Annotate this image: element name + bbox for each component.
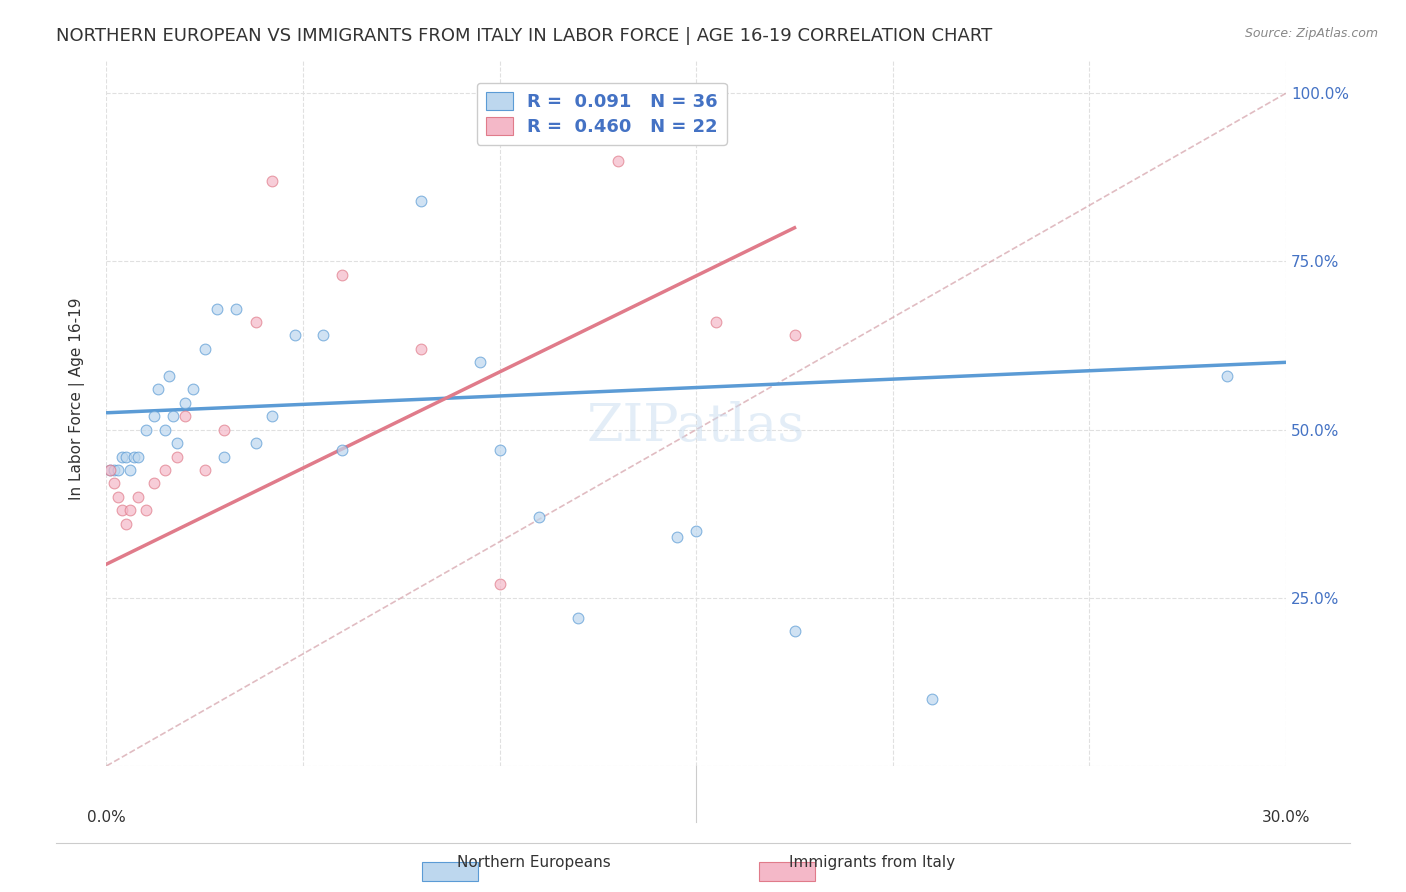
Point — [332, 442, 354, 457]
Point — [115, 450, 138, 464]
Point — [103, 463, 125, 477]
Point — [488, 577, 510, 591]
Point — [921, 691, 943, 706]
Point — [174, 395, 197, 409]
Point — [100, 463, 122, 477]
Point — [155, 463, 177, 477]
Text: Northern Europeans: Northern Europeans — [457, 855, 612, 870]
Point — [214, 450, 236, 464]
Point — [146, 382, 169, 396]
Point — [120, 463, 142, 477]
Point — [332, 268, 354, 282]
Point — [194, 342, 217, 356]
Point — [214, 423, 236, 437]
Point — [111, 503, 134, 517]
Point — [166, 436, 188, 450]
Text: Immigrants from Italy: Immigrants from Italy — [789, 855, 955, 870]
Point — [120, 503, 142, 517]
Point — [704, 315, 727, 329]
Point — [157, 368, 180, 383]
Legend: R =  0.091   N = 36, R =  0.460   N = 22: R = 0.091 N = 36, R = 0.460 N = 22 — [477, 83, 727, 145]
Point — [135, 423, 157, 437]
Point — [245, 315, 267, 329]
Point — [115, 516, 138, 531]
Point — [606, 153, 628, 168]
Point — [111, 450, 134, 464]
Point — [194, 463, 217, 477]
Text: NORTHERN EUROPEAN VS IMMIGRANTS FROM ITALY IN LABOR FORCE | AGE 16-19 CORRELATIO: NORTHERN EUROPEAN VS IMMIGRANTS FROM ITA… — [56, 27, 993, 45]
Text: ZIPatlas: ZIPatlas — [588, 401, 806, 452]
Point — [527, 510, 550, 524]
Text: In Labor Force | Age 16-19: In Labor Force | Age 16-19 — [69, 297, 84, 500]
Point — [685, 524, 707, 538]
Point — [225, 301, 247, 316]
Point — [127, 490, 149, 504]
Point — [665, 530, 688, 544]
Point — [205, 301, 228, 316]
Point — [181, 382, 204, 396]
Point — [103, 476, 125, 491]
Point — [142, 409, 165, 424]
Point — [783, 328, 806, 343]
Point — [174, 409, 197, 424]
Point — [162, 409, 184, 424]
Point — [245, 436, 267, 450]
Point — [166, 450, 188, 464]
Point — [107, 463, 129, 477]
Point — [409, 342, 432, 356]
Point — [468, 355, 491, 369]
Point — [783, 624, 806, 639]
Point — [127, 450, 149, 464]
Text: Source: ZipAtlas.com: Source: ZipAtlas.com — [1244, 27, 1378, 40]
Text: 30.0%: 30.0% — [1261, 810, 1310, 825]
Point — [155, 423, 177, 437]
Text: 0.0%: 0.0% — [87, 810, 127, 825]
Point — [312, 328, 335, 343]
Point — [107, 490, 129, 504]
Point — [142, 476, 165, 491]
Point — [100, 463, 122, 477]
Point — [122, 450, 145, 464]
Point — [1216, 368, 1239, 383]
Point — [260, 409, 283, 424]
Point — [260, 174, 283, 188]
Point — [488, 442, 510, 457]
Point — [284, 328, 307, 343]
Point — [409, 194, 432, 208]
Point — [135, 503, 157, 517]
Point — [567, 611, 589, 625]
